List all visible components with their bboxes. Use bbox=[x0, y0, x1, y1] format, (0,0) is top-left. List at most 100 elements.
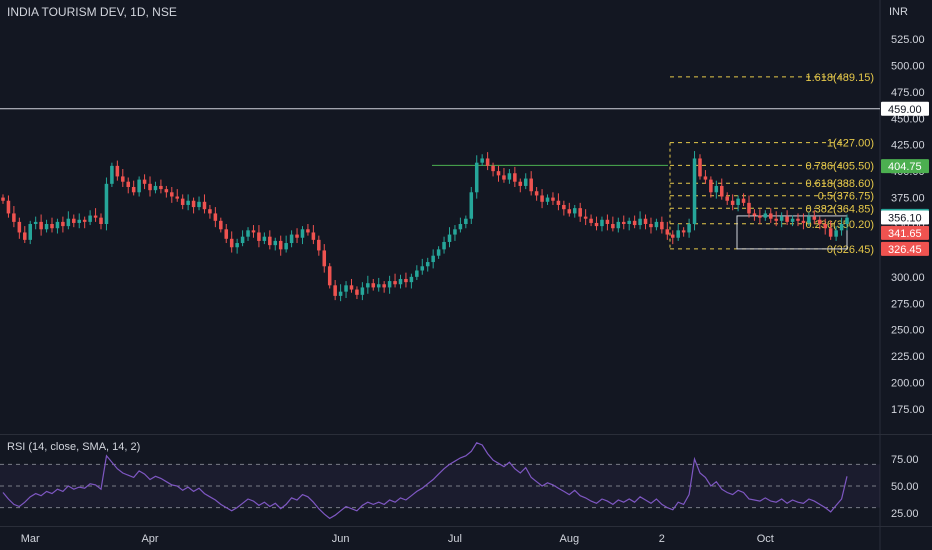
candle[interactable] bbox=[175, 189, 180, 202]
candle[interactable] bbox=[687, 218, 691, 238]
price-badge[interactable]: 356.10 bbox=[881, 210, 929, 225]
candle[interactable] bbox=[796, 213, 800, 227]
candle[interactable] bbox=[442, 236, 446, 254]
candle[interactable] bbox=[790, 215, 795, 227]
candle[interactable] bbox=[502, 167, 506, 183]
candle[interactable] bbox=[692, 151, 697, 231]
candle[interactable] bbox=[572, 204, 577, 218]
candle[interactable] bbox=[736, 195, 740, 212]
candle[interactable] bbox=[801, 213, 806, 230]
candle[interactable] bbox=[153, 181, 158, 194]
candle[interactable] bbox=[202, 194, 207, 214]
candle[interactable] bbox=[600, 216, 604, 232]
candle[interactable] bbox=[594, 216, 599, 231]
candle[interactable] bbox=[404, 272, 408, 288]
candle[interactable] bbox=[376, 277, 381, 292]
candle[interactable] bbox=[88, 210, 92, 226]
rsi-line[interactable] bbox=[2, 442, 848, 520]
candle[interactable] bbox=[398, 274, 403, 289]
candle[interactable] bbox=[311, 225, 316, 245]
candle[interactable] bbox=[589, 214, 593, 227]
candle[interactable] bbox=[785, 210, 789, 226]
rsi-panel[interactable]: 75.00 50.00 25.00 bbox=[0, 442, 919, 520]
candle[interactable] bbox=[534, 187, 539, 201]
candle[interactable] bbox=[355, 286, 359, 300]
candle[interactable] bbox=[333, 280, 337, 301]
candle[interactable] bbox=[562, 200, 566, 216]
candle[interactable] bbox=[213, 207, 218, 228]
candle[interactable] bbox=[823, 218, 827, 235]
candle[interactable] bbox=[621, 215, 626, 230]
candle[interactable] bbox=[170, 187, 174, 203]
candle[interactable] bbox=[409, 273, 414, 289]
candle[interactable] bbox=[611, 216, 615, 232]
candle[interactable] bbox=[834, 226, 838, 241]
candle[interactable] bbox=[338, 284, 343, 302]
candle[interactable] bbox=[513, 166, 517, 187]
candle[interactable] bbox=[39, 214, 43, 236]
candle[interactable] bbox=[420, 258, 425, 275]
candle[interactable] bbox=[262, 232, 267, 245]
candle[interactable] bbox=[82, 216, 87, 229]
candle[interactable] bbox=[197, 196, 201, 211]
candle[interactable] bbox=[709, 176, 713, 198]
candle[interactable] bbox=[649, 217, 653, 234]
candle[interactable] bbox=[741, 193, 746, 207]
candle[interactable] bbox=[551, 192, 555, 205]
candle[interactable] bbox=[137, 176, 141, 197]
candle[interactable] bbox=[529, 171, 533, 196]
candle[interactable] bbox=[257, 225, 261, 248]
candle[interactable] bbox=[818, 216, 822, 230]
candle[interactable] bbox=[23, 226, 27, 244]
candle[interactable] bbox=[583, 209, 588, 226]
candle[interactable] bbox=[627, 217, 631, 231]
candle[interactable] bbox=[6, 195, 11, 218]
candle[interactable] bbox=[518, 178, 523, 193]
candle[interactable] bbox=[322, 244, 327, 273]
candle[interactable] bbox=[142, 174, 147, 190]
candle[interactable] bbox=[61, 216, 65, 233]
candle[interactable] bbox=[670, 230, 675, 245]
candle[interactable] bbox=[758, 209, 762, 224]
candle[interactable] bbox=[191, 197, 196, 214]
candle[interactable] bbox=[278, 235, 283, 256]
price-badge[interactable]: 459.00 bbox=[881, 101, 929, 116]
candle[interactable] bbox=[382, 281, 386, 293]
candle[interactable] bbox=[44, 219, 49, 233]
candle[interactable] bbox=[235, 238, 239, 254]
candle[interactable] bbox=[464, 215, 468, 229]
candle[interactable] bbox=[807, 212, 811, 227]
candle[interactable] bbox=[131, 180, 136, 196]
candle[interactable] bbox=[268, 230, 272, 250]
candle[interactable] bbox=[273, 237, 278, 251]
candle[interactable] bbox=[828, 220, 833, 240]
candle[interactable] bbox=[110, 162, 114, 187]
price-badge[interactable]: 341.65 bbox=[881, 225, 929, 240]
candle[interactable] bbox=[812, 210, 817, 224]
price-badge[interactable]: 326.45 bbox=[881, 241, 929, 256]
candle[interactable] bbox=[284, 235, 288, 253]
candle[interactable] bbox=[300, 226, 305, 245]
fib-retracement[interactable]: 1.618(489.15) 1(427.00) 0.786(405.50) 0.618… bbox=[432, 72, 874, 256]
candle[interactable] bbox=[17, 217, 22, 239]
candle[interactable] bbox=[164, 185, 169, 198]
candle[interactable] bbox=[703, 170, 708, 184]
candle[interactable] bbox=[393, 273, 397, 288]
candle[interactable] bbox=[327, 263, 332, 289]
candle[interactable] bbox=[115, 160, 120, 181]
candle[interactable] bbox=[66, 211, 71, 230]
candle[interactable] bbox=[208, 204, 212, 219]
candle[interactable] bbox=[77, 213, 82, 229]
candle[interactable] bbox=[12, 206, 16, 228]
candle[interactable] bbox=[523, 173, 528, 190]
candle[interactable] bbox=[491, 162, 495, 177]
candle[interactable] bbox=[104, 177, 109, 231]
candle[interactable] bbox=[219, 217, 223, 233]
candle[interactable] bbox=[719, 178, 724, 200]
candle[interactable] bbox=[714, 180, 719, 199]
candle[interactable] bbox=[747, 195, 751, 218]
candle[interactable] bbox=[698, 154, 702, 180]
candle[interactable] bbox=[638, 211, 642, 230]
candle[interactable] bbox=[371, 278, 376, 291]
